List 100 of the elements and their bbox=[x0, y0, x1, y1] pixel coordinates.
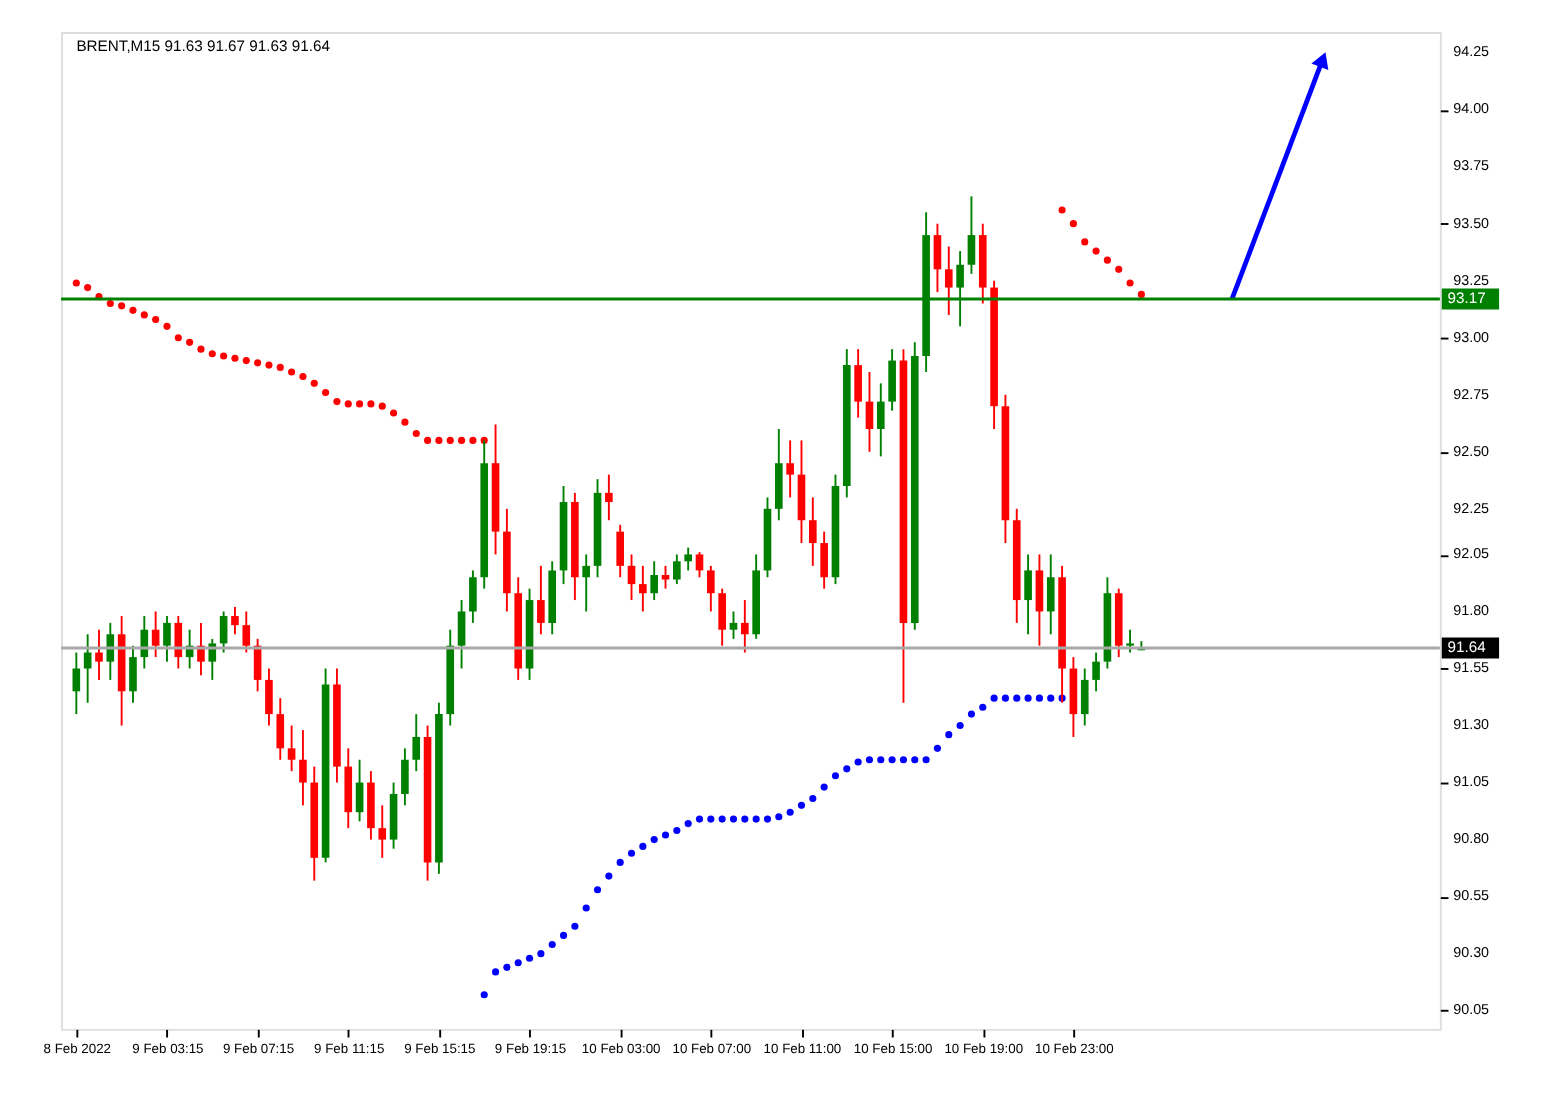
candlestick bbox=[616, 523, 625, 579]
point bbox=[514, 959, 522, 967]
point bbox=[1035, 694, 1043, 702]
point bbox=[877, 756, 885, 764]
candlestick bbox=[684, 546, 692, 572]
point bbox=[797, 801, 806, 809]
point bbox=[1081, 238, 1089, 246]
point bbox=[639, 842, 647, 850]
candlestick bbox=[95, 628, 103, 681]
point bbox=[718, 815, 726, 823]
candlestick bbox=[106, 621, 115, 681]
candlestick bbox=[378, 804, 387, 859]
ref-line-label: 91.64 bbox=[1447, 637, 1488, 656]
point bbox=[367, 400, 375, 408]
point bbox=[752, 815, 760, 823]
candlestick bbox=[865, 371, 874, 453]
point bbox=[571, 922, 579, 930]
point bbox=[231, 354, 239, 362]
point bbox=[537, 950, 545, 958]
candlestick bbox=[129, 644, 137, 704]
point bbox=[854, 758, 862, 766]
point bbox=[582, 904, 590, 912]
point bbox=[684, 820, 692, 828]
candlestick bbox=[367, 770, 375, 841]
point bbox=[831, 772, 840, 780]
point bbox=[1013, 694, 1021, 702]
candlestick bbox=[605, 473, 613, 522]
candlestick bbox=[876, 382, 885, 458]
candlestick bbox=[344, 747, 353, 830]
point bbox=[491, 968, 500, 976]
point bbox=[605, 872, 613, 880]
point bbox=[242, 356, 250, 365]
candlestick bbox=[174, 615, 183, 670]
point bbox=[967, 710, 976, 718]
point bbox=[412, 429, 420, 438]
candlestick bbox=[1092, 651, 1100, 693]
point bbox=[1001, 694, 1009, 702]
candlestick bbox=[775, 428, 783, 522]
candlestick bbox=[401, 747, 409, 807]
point bbox=[299, 372, 307, 381]
point bbox=[899, 756, 908, 764]
point bbox=[446, 436, 454, 444]
point bbox=[922, 756, 930, 764]
candlestick bbox=[299, 729, 307, 807]
point bbox=[1137, 290, 1145, 298]
candlestick bbox=[627, 553, 636, 602]
candlestick bbox=[707, 564, 715, 613]
point bbox=[106, 299, 114, 308]
candlestick bbox=[83, 633, 92, 704]
point bbox=[1024, 694, 1032, 702]
point bbox=[525, 954, 534, 962]
point bbox=[265, 361, 273, 369]
candlestick bbox=[469, 569, 477, 624]
point bbox=[990, 694, 998, 702]
point bbox=[865, 756, 874, 764]
point bbox=[673, 826, 681, 835]
candlestick bbox=[673, 553, 681, 586]
point bbox=[322, 388, 330, 397]
point bbox=[344, 400, 352, 408]
point bbox=[401, 418, 409, 426]
candlestick bbox=[197, 621, 205, 677]
candlestick bbox=[287, 724, 296, 773]
candlestick bbox=[650, 560, 658, 602]
point bbox=[457, 436, 466, 444]
candlestick bbox=[933, 222, 942, 294]
candlestick bbox=[537, 564, 545, 636]
point bbox=[480, 991, 488, 999]
point bbox=[820, 783, 828, 791]
point bbox=[1058, 206, 1066, 214]
point bbox=[208, 350, 216, 358]
point bbox=[390, 409, 398, 417]
candlestick bbox=[854, 348, 862, 419]
candlestick bbox=[1035, 553, 1044, 647]
ref-line-label: 93.17 bbox=[1447, 288, 1486, 307]
candlestick bbox=[1126, 628, 1134, 654]
point bbox=[809, 794, 817, 803]
point bbox=[118, 302, 126, 310]
candlestick bbox=[718, 587, 726, 647]
point bbox=[559, 931, 568, 939]
candlestick bbox=[1046, 553, 1055, 636]
point bbox=[503, 963, 511, 971]
point bbox=[616, 858, 624, 866]
candlestick bbox=[639, 564, 647, 613]
point bbox=[1115, 265, 1123, 273]
point bbox=[786, 808, 794, 816]
point bbox=[197, 345, 205, 353]
point bbox=[276, 363, 284, 371]
point bbox=[310, 379, 318, 387]
point bbox=[1069, 220, 1077, 228]
point bbox=[627, 849, 636, 857]
point bbox=[548, 940, 556, 949]
candlestick bbox=[1024, 553, 1032, 636]
point bbox=[956, 721, 964, 730]
point bbox=[911, 756, 919, 764]
point bbox=[174, 334, 182, 342]
point bbox=[593, 886, 602, 894]
point bbox=[140, 311, 148, 319]
point bbox=[72, 279, 80, 287]
candlestick bbox=[797, 439, 806, 544]
point bbox=[152, 315, 160, 324]
